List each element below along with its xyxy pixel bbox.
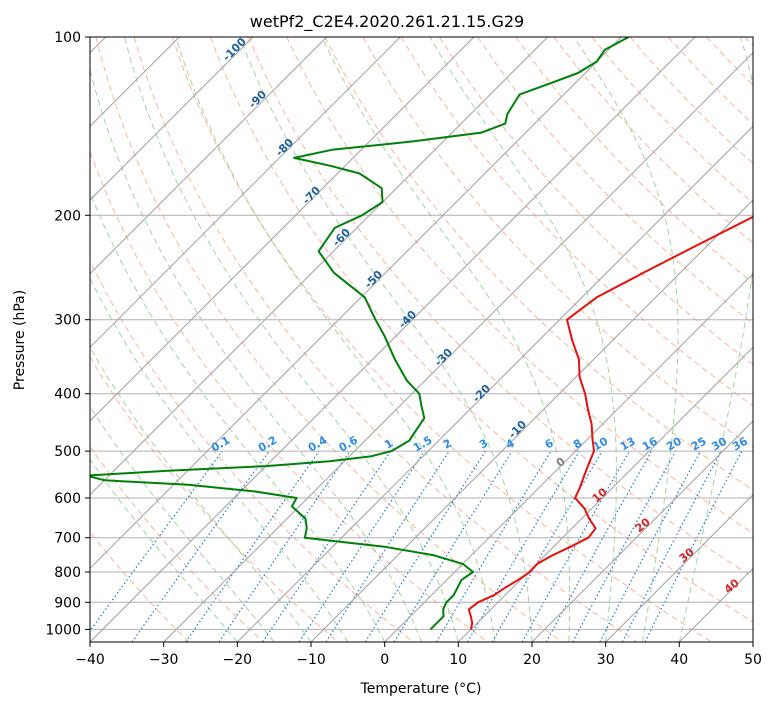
moist-adiabat-line [429, 37, 617, 642]
x-axis-ticks: −40 −30 −20 −10 0 10 20 30 40 50 [75, 642, 762, 668]
y-tick-label: 400 [54, 387, 81, 403]
dry-adiabat-line [90, 259, 414, 642]
moist-adiabat-line [678, 37, 753, 642]
dry-adiabat-line [95, 37, 563, 642]
isotherm-line [90, 37, 328, 275]
y-axis-label: Pressure (hPa) [12, 290, 28, 390]
y-tick-label: 500 [54, 444, 81, 460]
moist-adiabat-line [124, 37, 459, 642]
pressure-gridlines [90, 37, 753, 630]
mixing-ratio-line [298, 450, 425, 642]
x-tick-label: 20 [523, 652, 541, 668]
mixing-ratio-line [521, 450, 631, 642]
mixing-ratio-line [262, 450, 392, 642]
mixing-ratio-line [218, 450, 351, 642]
y-tick-label: 300 [54, 313, 81, 329]
x-axis-label: Temperature (°C) [360, 681, 482, 697]
isotherm-line [384, 272, 753, 642]
dry-adiabat-line [438, 37, 753, 365]
x-tick-label: 50 [744, 652, 762, 668]
x-tick-label: −10 [296, 652, 326, 668]
mixing-ratio-line [644, 450, 743, 642]
dry-adiabat-line [248, 37, 753, 578]
plot-frame [89, 36, 754, 643]
isotherm-line [163, 51, 753, 642]
isotherm-line [90, 37, 401, 349]
mixing-ratio-line [572, 450, 677, 642]
moist-adiabat-line [573, 37, 679, 642]
y-tick-label: 900 [54, 595, 81, 611]
isotherm-line [457, 346, 753, 642]
dry-adiabat-line [591, 37, 753, 204]
isotherm-line [90, 37, 254, 201]
moist-adiabat-line [175, 37, 496, 642]
moist-adiabat-line [90, 277, 349, 642]
moist-adiabat-line [239, 37, 533, 642]
dry-adiabat-line [90, 355, 339, 642]
mixing-ratio-line [90, 450, 223, 632]
dry-adiabat-line [210, 37, 753, 623]
dry-adiabat-line [400, 37, 753, 407]
mixing-ratio-line [185, 450, 320, 642]
isotherm-line [90, 37, 696, 642]
mixing-ratio-line [393, 450, 513, 642]
y-axis-ticks: 100 200 300 400 500 600 700 800 900 1000 [45, 30, 90, 638]
moist-adiabat-line [90, 67, 422, 642]
dry-adiabat-line [324, 37, 753, 491]
mixing-ratio-line [325, 450, 450, 642]
x-tick-label: 40 [670, 652, 688, 668]
y-tick-label: 200 [54, 208, 81, 224]
moist-adiabats [90, 37, 753, 642]
isotherm-line [310, 199, 753, 642]
x-tick-label: −40 [75, 652, 105, 668]
dry-adiabat-line [553, 37, 753, 244]
y-tick-label: 800 [54, 565, 81, 581]
x-tick-label: 30 [597, 652, 615, 668]
mixing-ratio-lines [90, 450, 743, 642]
moist-adiabat-line [90, 405, 275, 642]
isotherm-line [605, 493, 753, 642]
y-tick-label: 1000 [45, 622, 81, 638]
y-tick-label: 600 [54, 491, 81, 507]
isotherm-line [90, 37, 475, 422]
mixing-ratio-line [545, 450, 653, 642]
isotherm-line [531, 420, 753, 642]
moist-adiabat-line [321, 37, 571, 642]
y-tick-label: 700 [54, 531, 81, 547]
moist-adiabat-line [90, 458, 238, 642]
y-tick-label: 100 [54, 30, 81, 46]
x-tick-label: −20 [223, 652, 253, 668]
dry-adiabat-line [171, 37, 712, 642]
dry-adiabat-line [133, 37, 638, 642]
plot-area: -100-90-80-70-60-50-40-30-20-10 0.1 0.2 0.… [90, 37, 753, 642]
moist-adiabat-line [90, 190, 386, 642]
mixing-ratio-line [131, 450, 270, 642]
x-tick-label: −30 [149, 652, 179, 668]
dry-adiabat-line [90, 445, 264, 642]
isotherm-line [90, 37, 622, 570]
profile-series [90, 37, 753, 631]
dewpoint-profile-line [90, 37, 630, 631]
temperature-profile-line [467, 215, 753, 630]
x-tick-label: 0 [380, 652, 389, 668]
dry-adiabat-line [286, 37, 753, 534]
x-tick-label: 10 [449, 652, 467, 668]
chart-title: wetPf2_C2E4.2020.261.21.15.G29 [250, 12, 524, 32]
